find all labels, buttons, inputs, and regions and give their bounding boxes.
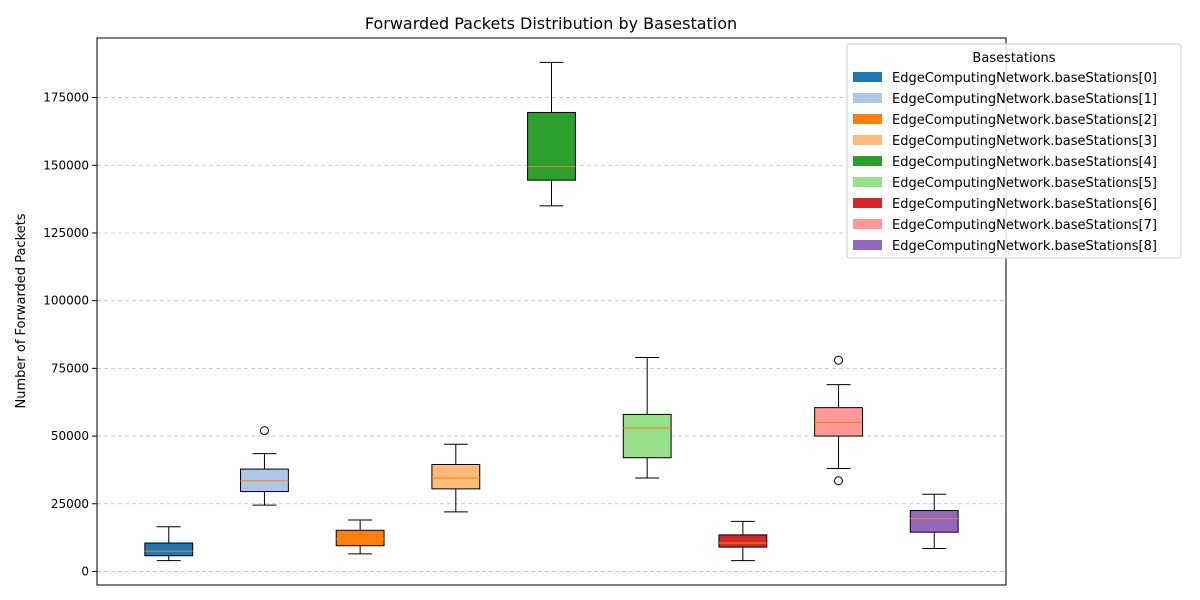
- y-tick-label: 25000: [51, 497, 89, 511]
- outlier-point: [259, 426, 269, 436]
- box-body: [814, 407, 863, 437]
- legend-label: EdgeComputingNetwork.baseStations[0]: [892, 71, 1157, 86]
- box-body: [527, 111, 576, 181]
- box-1: [240, 426, 289, 506]
- box-body: [335, 529, 385, 547]
- legend-swatch: [853, 156, 882, 166]
- y-tick-label: 100000: [43, 294, 89, 308]
- legend-swatch: [853, 93, 882, 103]
- legend-swatch: [853, 114, 882, 124]
- box-body: [909, 510, 959, 533]
- y-axis-label: Number of Forwarded Packets: [14, 213, 29, 408]
- legend-swatch: [853, 177, 882, 187]
- box-body: [622, 413, 672, 459]
- y-tick-label: 50000: [51, 429, 89, 443]
- box-5: [622, 357, 672, 479]
- legend-swatch: [853, 219, 882, 229]
- legend-label: EdgeComputingNetwork.baseStations[7]: [892, 218, 1157, 233]
- y-tick-label: 0: [81, 564, 89, 578]
- box-body: [431, 463, 481, 490]
- y-tick-label: 150000: [43, 158, 89, 172]
- legend: Basestations EdgeComputingNetwork.baseSt…: [846, 43, 1182, 259]
- box-3: [431, 443, 481, 513]
- box-8: [909, 493, 959, 549]
- outlier-point: [834, 355, 844, 365]
- chart-title: Forwarded Packets Distribution by Basest…: [365, 14, 737, 33]
- y-tick-label: 175000: [43, 91, 89, 105]
- y-tick-label: 125000: [43, 226, 89, 240]
- legend-title: Basestations: [972, 51, 1055, 66]
- box-body: [144, 542, 194, 557]
- box-4: [527, 61, 576, 207]
- legend-items: EdgeComputingNetwork.baseStations[0] Edge…: [853, 71, 1157, 254]
- legend-label: EdgeComputingNetwork.baseStations[6]: [892, 197, 1157, 212]
- y-axis-ticks: 0 25000 50000 75000 100000 125000 150000 175000: [43, 91, 97, 578]
- box-0: [144, 526, 194, 562]
- legend-label: EdgeComputingNetwork.baseStations[2]: [892, 113, 1157, 128]
- legend-swatch: [853, 240, 882, 250]
- outlier-point: [834, 476, 844, 486]
- legend-label: EdgeComputingNetwork.baseStations[4]: [892, 155, 1157, 170]
- box-plots: [144, 61, 959, 562]
- legend-swatch: [853, 198, 882, 208]
- box-7: [814, 355, 863, 486]
- plot-frame: [96, 37, 1007, 586]
- box-2: [335, 519, 385, 555]
- legend-label: EdgeComputingNetwork.baseStations[8]: [892, 239, 1157, 254]
- legend-label: EdgeComputingNetwork.baseStations[1]: [892, 92, 1157, 107]
- box-body: [718, 534, 768, 548]
- legend-swatch: [853, 72, 882, 82]
- legend-frame: [846, 43, 1182, 259]
- box-6: [718, 520, 768, 562]
- legend-label: EdgeComputingNetwork.baseStations[5]: [892, 176, 1157, 191]
- legend-swatch: [853, 135, 882, 145]
- y-tick-label: 75000: [51, 361, 89, 375]
- legend-label: EdgeComputingNetwork.baseStations[3]: [892, 134, 1157, 149]
